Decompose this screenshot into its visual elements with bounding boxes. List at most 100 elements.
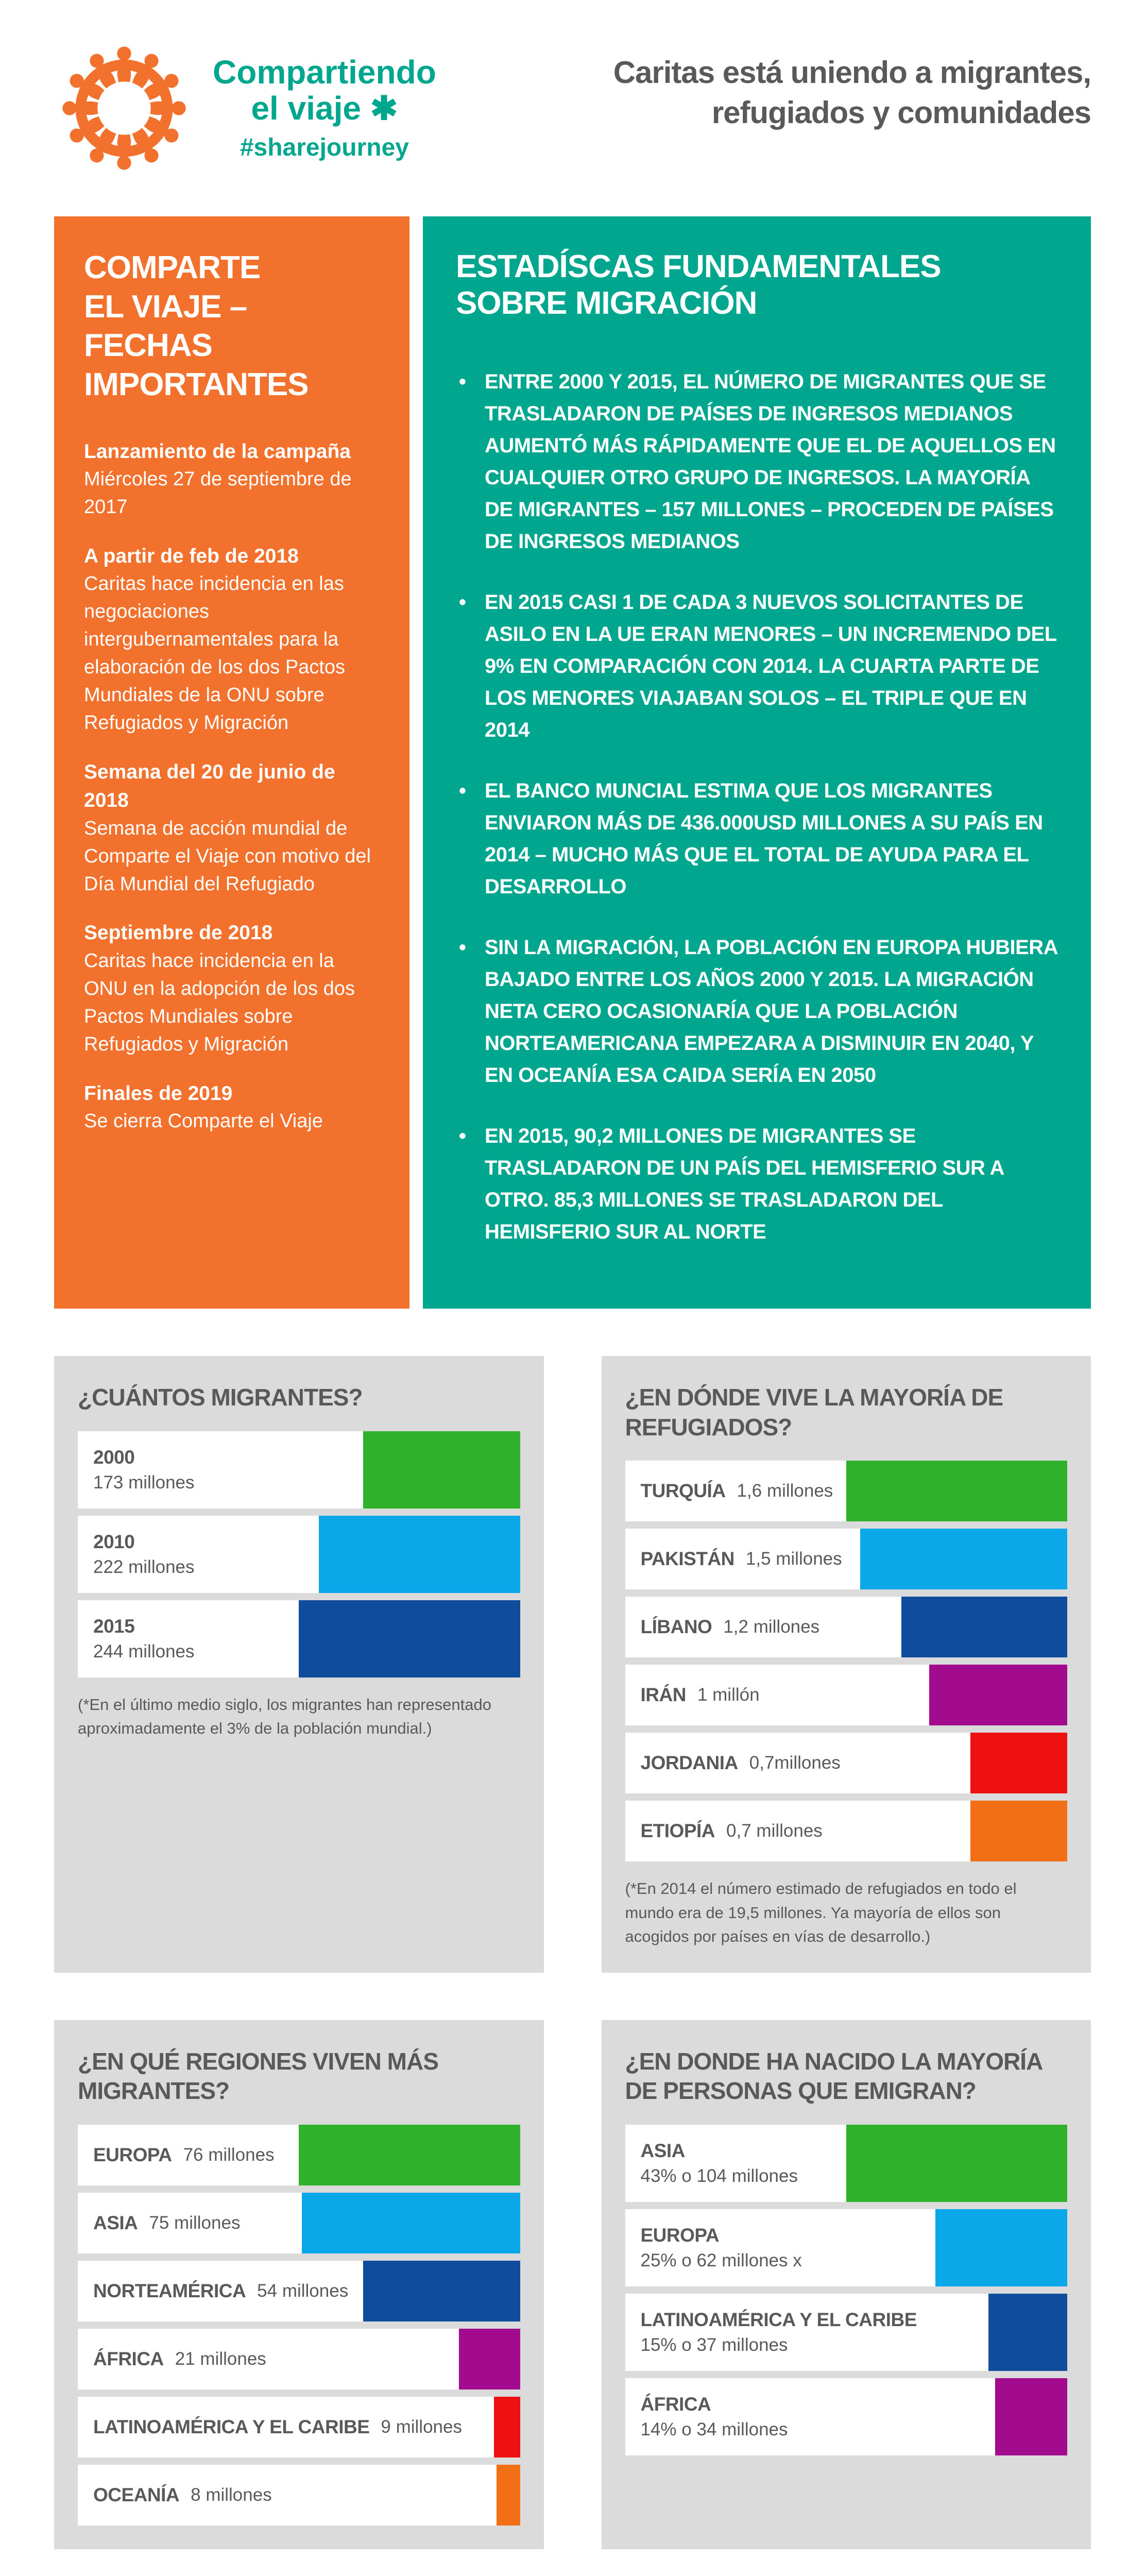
header: Compartiendo el viaje ✱ #sharejourney Ca… bbox=[54, 0, 1091, 216]
bar-name: OCEANÍA bbox=[93, 2484, 180, 2505]
bar-row: OCEANÍA 8 millones bbox=[78, 2464, 520, 2526]
stats-bullet: EN 2015, 90,2 MILLONES DE MIGRANTES SE T… bbox=[456, 1120, 1058, 1248]
bar-label: EUROPA 25% o 62 millones x bbox=[625, 2209, 1068, 2286]
bar-row: ASIA 43% o 104 millones bbox=[625, 2124, 1067, 2202]
bar-name: PAKISTÁN bbox=[640, 1548, 735, 1569]
bar-value: 15% o 37 millones bbox=[640, 2334, 788, 2355]
bar-row: ÁFRICA 21 millones bbox=[78, 2328, 520, 2389]
bar-name: 2010 bbox=[93, 1531, 135, 1552]
bar-label: ÁFRICA 21 millones bbox=[78, 2329, 520, 2389]
campaign-date-item: Septiembre de 2018 Caritas hace incidenci… bbox=[84, 919, 380, 1058]
bar-rows: 2000 173 millones 2010 222 millones 2015 244 … bbox=[78, 1431, 520, 1677]
date-body: Semana de acción mundial de Comparte el … bbox=[84, 817, 371, 895]
bar-row: EUROPA 25% o 62 millones x bbox=[625, 2209, 1068, 2286]
bar-rows: ASIA 43% o 104 millones EUROPA 25% o 62 mil… bbox=[625, 2124, 1068, 2455]
bar-name: LÍBANO bbox=[640, 1616, 712, 1637]
bar-label: IRÁN 1 millón bbox=[625, 1665, 1068, 1725]
bar-name: EUROPA bbox=[640, 2224, 720, 2246]
top-boxes: COMPARTE EL VIAJE – FECHAS IMPORTANTES L… bbox=[54, 216, 1091, 1309]
bar-name: NORTEAMÉRICA bbox=[93, 2280, 246, 2301]
stats-box-title: ESTADÍSCAS FUNDAMENTALES SOBRE MIGRACIÓN bbox=[456, 249, 942, 321]
date-heading: Semana del 20 de junio de 2018 bbox=[84, 760, 335, 812]
bar-row: LATINOAMÉRICA Y EL CARIBE 9 millones bbox=[78, 2396, 520, 2458]
section-footnote: (*En el último medio siglo, los migrante… bbox=[78, 1695, 491, 1738]
stats-bullet: EL BANCO MUNCIAL ESTIMA QUE LOS MIGRANTE… bbox=[456, 775, 1058, 903]
bar-value: 1 millón bbox=[697, 1685, 760, 1705]
bar-row: LÍBANO 1,2 millones bbox=[625, 1597, 1067, 1657]
date-body: Miércoles 27 de septiembre de 2017 bbox=[84, 468, 352, 518]
bar-label: LATINOAMÉRICA Y EL CARIBE 15% o 37 millon… bbox=[625, 2294, 1068, 2371]
date-body: Se cierra Comparte el Viaje bbox=[84, 1110, 323, 1132]
bar-row: 2010 222 millones bbox=[78, 1515, 520, 1593]
bar-name: LATINOAMÉRICA Y EL CARIBE bbox=[640, 2309, 917, 2330]
bar-fill bbox=[363, 2260, 520, 2321]
bar-name: LATINOAMÉRICA Y EL CARIBE bbox=[93, 2416, 370, 2437]
bar-fill bbox=[901, 1597, 1067, 1657]
bar-value: 54 millones bbox=[257, 2280, 349, 2301]
bar-label: LATINOAMÉRICA Y EL CARIBE 9 millones bbox=[78, 2397, 520, 2458]
bar-row: EUROPA 76 millones bbox=[78, 2124, 520, 2185]
bar-fill bbox=[935, 2209, 1067, 2286]
bar-label: 2015 244 millones bbox=[78, 1600, 520, 1677]
bar-value: 1,6 millones bbox=[737, 1481, 833, 1501]
bar-value: 76 millones bbox=[183, 2144, 275, 2165]
bar-fill bbox=[929, 1665, 1067, 1725]
bar-name: IRÁN bbox=[640, 1684, 687, 1705]
bar-fill bbox=[860, 1529, 1067, 1589]
bar-row: LATINOAMÉRICA Y EL CARIBE 15% o 37 millon… bbox=[625, 2293, 1068, 2371]
bar-value: 1,5 millones bbox=[745, 1549, 842, 1569]
bar-value: 244 millones bbox=[93, 1641, 195, 1662]
brand-name-line1: Compartiendo bbox=[213, 54, 436, 91]
campaign-date-item: Finales de 2019 Se cierra Comparte el Via… bbox=[84, 1079, 380, 1136]
bar-fill bbox=[988, 2293, 1067, 2371]
bar-name: JORDANIA bbox=[640, 1752, 739, 1773]
key-stats-box: ESTADÍSCAS FUNDAMENTALES SOBRE MIGRACIÓN… bbox=[423, 216, 1091, 1309]
bar-rows: EUROPA 76 millones ASIA 75 millones NORTEAMÉ… bbox=[78, 2124, 520, 2526]
section-regions-most-migrants: ¿EN QUÉ REGIONES VIVEN MÁS MIGRANTES? EU… bbox=[54, 2020, 544, 2549]
brand-name-line2: el viaje ✱ bbox=[251, 89, 398, 127]
bar-value: 43% o 104 millones bbox=[640, 2165, 798, 2186]
date-heading: Finales de 2019 bbox=[84, 1082, 233, 1105]
bar-fill bbox=[995, 2378, 1067, 2455]
bar-label: NORTEAMÉRICA 54 millones bbox=[78, 2261, 520, 2321]
bar-name: 2015 bbox=[93, 1615, 135, 1637]
section-title: ¿EN DÓNDE VIVE LA MAYORÍA DE REFUGIADOS? bbox=[625, 1384, 1004, 1440]
bar-fill bbox=[363, 1431, 520, 1509]
bar-row: 2015 244 millones bbox=[78, 1600, 520, 1677]
bar-fill bbox=[458, 2328, 520, 2389]
dates-box-title: COMPARTE EL VIAJE – FECHAS IMPORTANTES bbox=[84, 250, 309, 402]
bar-name: ÁFRICA bbox=[640, 2393, 711, 2415]
section-where-refugees-live: ¿EN DÓNDE VIVE LA MAYORÍA DE REFUGIADOS?… bbox=[601, 1356, 1091, 1973]
bar-label: EUROPA 76 millones bbox=[78, 2125, 520, 2185]
bar-row: PAKISTÁN 1,5 millones bbox=[625, 1529, 1067, 1589]
bar-fill bbox=[301, 2192, 520, 2253]
caritas-mandala-logo-icon bbox=[62, 46, 186, 170]
bar-value: 0,7millones bbox=[749, 1753, 841, 1773]
stats-bullet: ENTRE 2000 Y 2015, EL NÚMERO DE MIGRANTE… bbox=[456, 366, 1058, 557]
bar-name: ÁFRICA bbox=[93, 2348, 164, 2369]
section-title: ¿EN DONDE HA NACIDO LA MAYORÍA DE PERSON… bbox=[625, 2047, 1044, 2105]
section-title: ¿CUÁNTOS MIGRANTES? bbox=[78, 1384, 363, 1411]
bar-label: 2000 173 millones bbox=[78, 1431, 520, 1509]
section-where-emigrants-born: ¿EN DONDE HA NACIDO LA MAYORÍA DE PERSON… bbox=[601, 2020, 1091, 2549]
date-heading: A partir de feb de 2018 bbox=[84, 545, 299, 567]
stats-bullet-list: ENTRE 2000 Y 2015, EL NÚMERO DE MIGRANTE… bbox=[456, 366, 1058, 1248]
section-footnote: (*En 2014 el número estimado de refugiad… bbox=[625, 1879, 1017, 1945]
bar-row: JORDANIA 0,7millones bbox=[625, 1733, 1067, 1793]
bar-rows: TURQUÍA 1,6 millones PAKISTÁN 1,5 millones L… bbox=[625, 1461, 1068, 1861]
bar-value: 1,2 millones bbox=[723, 1617, 820, 1637]
bar-fill bbox=[970, 1733, 1067, 1793]
campaign-date-item: A partir de feb de 2018 Caritas hace inci… bbox=[84, 542, 380, 737]
bar-fill bbox=[497, 2464, 520, 2526]
brand-hashtag: #sharejourney bbox=[240, 133, 409, 161]
bar-fill bbox=[846, 1461, 1067, 1521]
date-body: Caritas hace incidencia en las negociaci… bbox=[84, 573, 345, 734]
brand-wordmark: Compartiendo el viaje ✱ #sharejourney bbox=[213, 55, 436, 161]
bar-row: IRÁN 1 millón bbox=[625, 1665, 1068, 1725]
section-how-many-migrants: ¿CUÁNTOS MIGRANTES? 2000 173 millones 2010… bbox=[54, 1356, 544, 1973]
bar-fill bbox=[299, 1600, 520, 1677]
date-body: Caritas hace incidencia en la ONU en la … bbox=[84, 950, 355, 1055]
bar-value: 8 millones bbox=[191, 2484, 272, 2505]
bar-row: ASIA 75 millones bbox=[78, 2192, 520, 2253]
